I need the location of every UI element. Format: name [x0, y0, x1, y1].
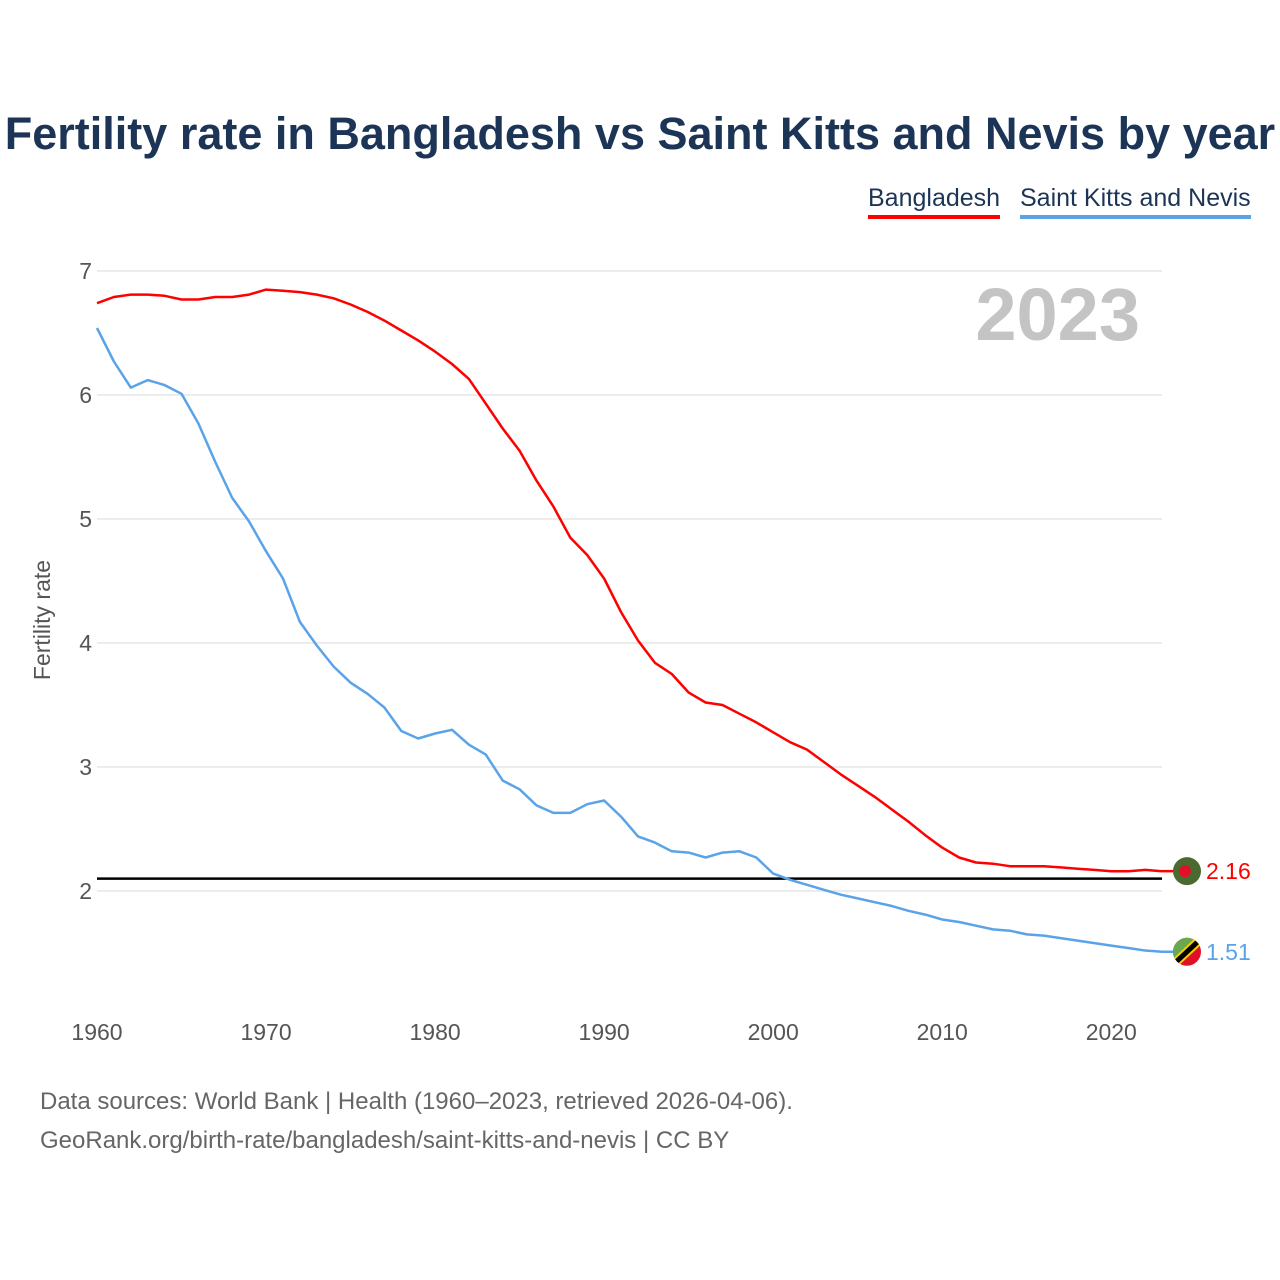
- x-tick-label: 1970: [240, 1019, 291, 1045]
- y-axis-label: Fertility rate: [29, 560, 55, 680]
- chart-title: Fertility rate in Bangladesh vs Saint Ki…: [4, 108, 1276, 159]
- year-label: 2023: [975, 273, 1140, 356]
- flag-body: [1173, 937, 1201, 966]
- series-line-bangladesh: [96, 288, 1163, 873]
- y-tick-label: 6: [79, 382, 92, 408]
- flag-icon-saint-kitts-and-nevis: [1173, 937, 1201, 966]
- x-tick-label: 2010: [917, 1019, 968, 1045]
- x-tick-label: 1990: [579, 1019, 630, 1045]
- footer-source: Data sources: World Bank | Health (1960–…: [40, 1088, 793, 1115]
- end-value-label: 1.51: [1206, 939, 1251, 965]
- legend-saint-kitts-and-nevis[interactable]: Saint Kitts and Nevis: [1020, 184, 1251, 219]
- y-tick-label: 2: [79, 878, 92, 904]
- y-tick-label: 5: [79, 506, 92, 532]
- legend-bangladesh[interactable]: Bangladesh: [868, 184, 1001, 219]
- series-line-saint-kitts-and-nevis: [95, 327, 1163, 954]
- x-tick-label: 2000: [748, 1019, 799, 1045]
- x-tick-label: 1980: [410, 1019, 461, 1045]
- flag-disc: [1179, 865, 1191, 878]
- y-tick-label: 4: [79, 630, 92, 656]
- x-tick-label: 1960: [71, 1019, 122, 1045]
- y-tick-label: 7: [79, 258, 92, 284]
- y-tick-label: 3: [79, 754, 92, 780]
- flag-icon-bangladesh: [1173, 857, 1201, 886]
- flag-black: [1173, 937, 1201, 966]
- footer-url[interactable]: GeoRank.org/birth-rate/bangladesh/saint-…: [40, 1127, 730, 1154]
- end-value-label: 2.16: [1206, 858, 1251, 884]
- x-tick-label: 2020: [1086, 1019, 1137, 1045]
